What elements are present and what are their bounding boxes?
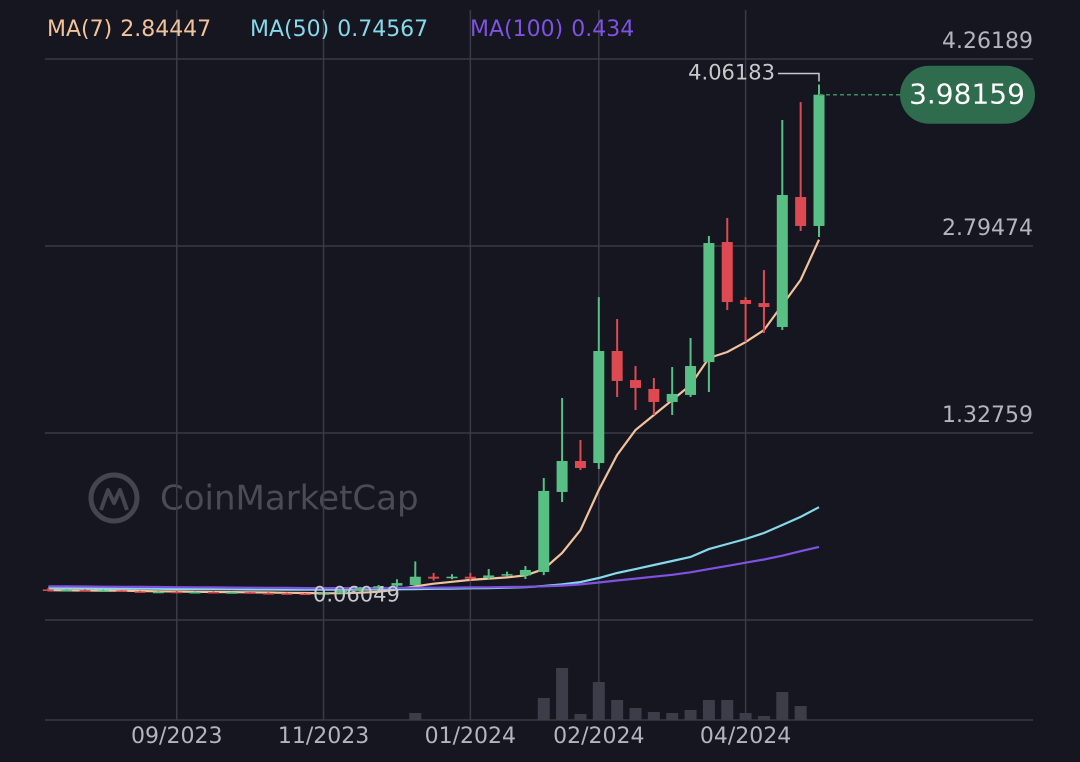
volume-bar	[629, 708, 642, 720]
candle-body	[152, 591, 164, 594]
y-tick-label: 1.32759	[942, 403, 1033, 428]
candle-body	[703, 243, 715, 363]
candle-body	[464, 576, 476, 579]
candle-body	[685, 366, 697, 395]
volume-bar	[702, 700, 715, 720]
legend-value: 2.84447	[120, 17, 211, 42]
candle-body	[795, 197, 807, 226]
candle-body	[318, 593, 330, 595]
candle-body	[740, 300, 752, 304]
candle-body	[409, 576, 421, 586]
candle-body	[226, 592, 238, 594]
x-tick-label: 09/2023	[131, 724, 222, 749]
candle-body	[428, 576, 440, 579]
min-label: 0.06049	[313, 583, 400, 607]
candle-body	[207, 592, 219, 594]
candle-body	[556, 460, 568, 492]
candle-body	[373, 586, 385, 589]
ma-line	[48, 545, 820, 590]
candle-body	[630, 380, 641, 388]
candle-body	[721, 242, 733, 303]
candle-body	[244, 592, 256, 594]
x-tick-label: 04/2024	[700, 724, 791, 749]
volume-bar	[721, 700, 734, 720]
volume-bar	[409, 713, 422, 720]
candle-body	[501, 574, 513, 576]
watermark: CoinMarketCap	[160, 479, 419, 519]
candle-body	[299, 593, 311, 596]
candle-body	[648, 388, 660, 402]
volume-bar	[611, 700, 624, 720]
candle-body	[42, 589, 54, 591]
legend-entry: MA(50) 0.74567	[250, 17, 428, 42]
legend-entry: MA(100) 0.434	[470, 17, 634, 42]
candle-body	[538, 490, 550, 573]
y-tick-label: 2.79474	[942, 216, 1033, 241]
candle-body	[97, 590, 109, 592]
legend-value: 0.74567	[337, 17, 428, 42]
candle-body	[574, 460, 586, 468]
volume-bar	[574, 714, 587, 720]
max-label: 4.06183	[688, 60, 775, 84]
volume-bar	[592, 682, 605, 720]
legend-name: MA(100)	[470, 17, 563, 42]
price-pill	[900, 65, 1035, 124]
candle-body	[336, 590, 348, 594]
x-tick-label: 11/2023	[278, 724, 369, 749]
volume-bar	[794, 706, 807, 720]
candle-body	[666, 393, 678, 402]
candle-body	[189, 592, 201, 594]
candle-body	[391, 583, 403, 586]
candle-body	[776, 194, 788, 328]
y-tick-label: 4.26189	[942, 29, 1033, 54]
volume-bar	[537, 698, 550, 720]
candle-body	[446, 576, 458, 579]
max-marker-line	[778, 72, 820, 82]
candle-body	[79, 590, 91, 592]
candle-body	[134, 591, 146, 593]
price-label: 3.98159	[909, 78, 1025, 111]
candle-body	[116, 590, 128, 592]
x-tick-label: 01/2024	[425, 724, 516, 749]
legend-name: MA(50)	[250, 17, 329, 42]
watermark-logo	[88, 472, 140, 524]
candle-body	[813, 94, 825, 226]
x-tick-label: 02/2024	[553, 724, 644, 749]
volume-bar	[684, 710, 697, 720]
candle-body	[611, 350, 623, 381]
candle-body	[758, 303, 770, 308]
legend-value: 0.434	[571, 17, 634, 42]
legend-name: MA(7)	[47, 17, 112, 42]
volume-bar	[556, 668, 569, 720]
volume-bar	[666, 713, 679, 720]
candle-body	[354, 588, 366, 591]
candle-body	[593, 350, 605, 464]
volume-bar	[776, 692, 789, 720]
volume-bar	[739, 713, 752, 720]
volume-bar	[647, 712, 660, 720]
candle-body	[519, 569, 531, 576]
candle-body	[61, 590, 73, 592]
legend-entry: MA(7) 2.84447	[47, 17, 211, 42]
volume-bar	[757, 716, 770, 720]
candle-body	[483, 575, 495, 578]
candle-body	[263, 593, 274, 595]
candle-body	[171, 591, 183, 594]
candle-body	[281, 593, 293, 595]
